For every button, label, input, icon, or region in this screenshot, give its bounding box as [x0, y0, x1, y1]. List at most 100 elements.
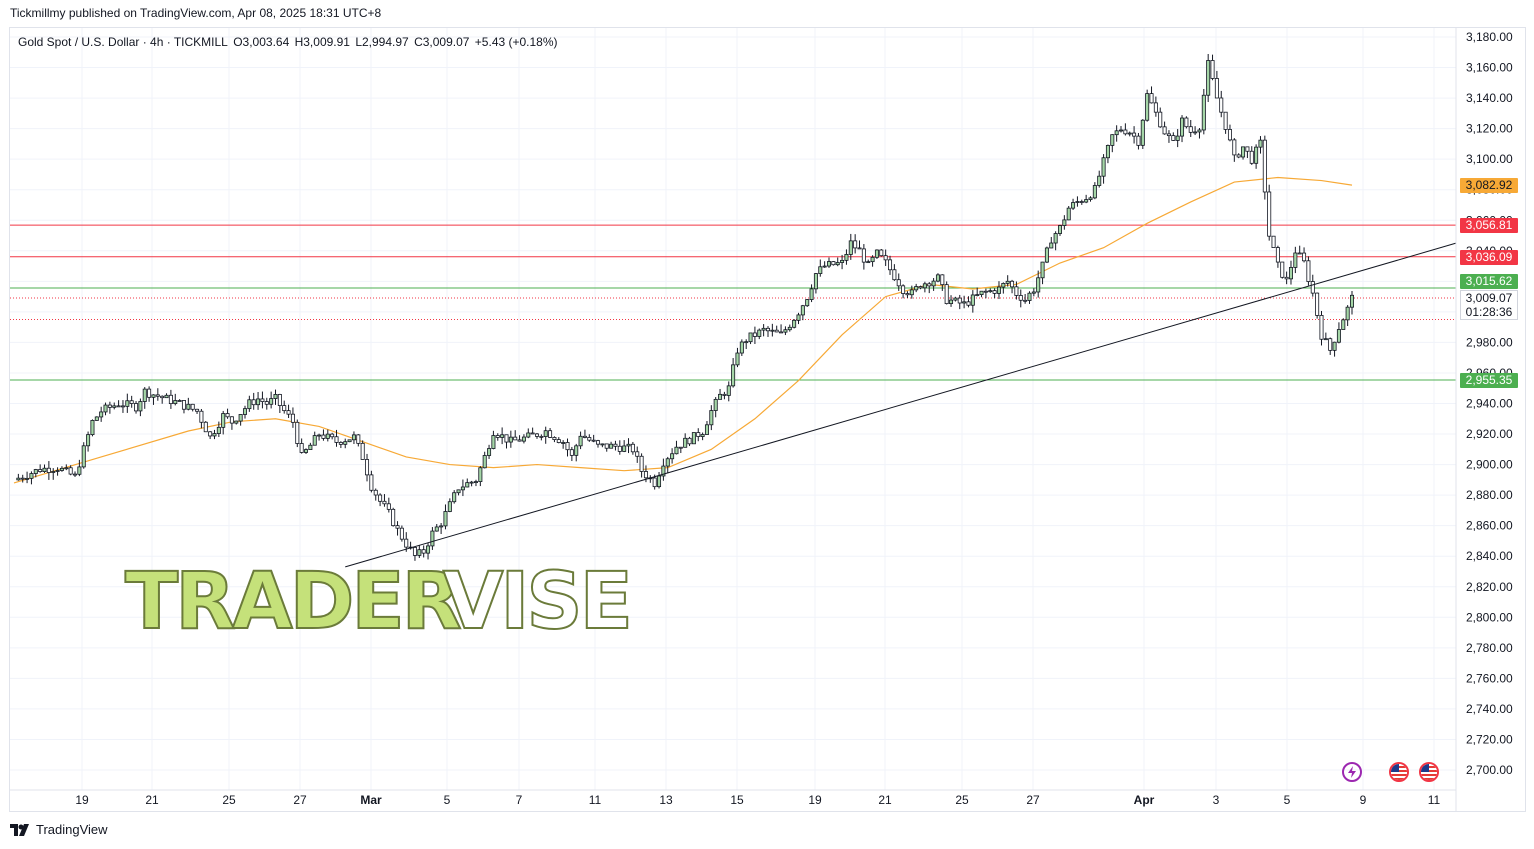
candle[interactable]: [944, 281, 949, 305]
candle[interactable]: [443, 504, 448, 530]
candle[interactable]: [129, 395, 134, 408]
candle[interactable]: [988, 288, 993, 293]
candle[interactable]: [1027, 291, 1032, 304]
candle[interactable]: [774, 325, 779, 333]
candle[interactable]: [373, 488, 378, 501]
candle[interactable]: [513, 430, 518, 441]
candle[interactable]: [242, 405, 247, 419]
candle[interactable]: [382, 494, 387, 507]
candle[interactable]: [216, 421, 221, 437]
candle[interactable]: [29, 471, 34, 485]
candle[interactable]: [1336, 322, 1341, 344]
candle[interactable]: [1005, 275, 1010, 287]
candle[interactable]: [582, 429, 587, 439]
candle[interactable]: [657, 472, 662, 489]
candle[interactable]: [90, 419, 95, 437]
candle[interactable]: [996, 281, 1001, 300]
candle[interactable]: [225, 408, 230, 419]
candle[interactable]: [818, 259, 823, 277]
candle[interactable]: [827, 257, 832, 268]
candle[interactable]: [1145, 89, 1150, 122]
candle[interactable]: [38, 464, 43, 473]
candle[interactable]: [1219, 90, 1224, 118]
candle[interactable]: [421, 545, 426, 558]
candle[interactable]: [739, 339, 744, 356]
candle[interactable]: [1214, 70, 1219, 99]
candle[interactable]: [1175, 129, 1180, 148]
candle[interactable]: [696, 428, 701, 442]
candle[interactable]: [1092, 182, 1097, 200]
candle[interactable]: [792, 319, 797, 329]
candle[interactable]: [1105, 144, 1110, 164]
candle[interactable]: [892, 264, 897, 281]
candle[interactable]: [561, 440, 566, 449]
candle[interactable]: [212, 429, 217, 440]
candle[interactable]: [1053, 231, 1058, 251]
candle[interactable]: [1350, 291, 1355, 315]
candle[interactable]: [1153, 96, 1158, 117]
candle[interactable]: [504, 434, 509, 449]
candle[interactable]: [68, 465, 73, 476]
candle[interactable]: [809, 284, 814, 303]
candle[interactable]: [264, 397, 269, 410]
candle[interactable]: [1031, 288, 1036, 297]
candle[interactable]: [173, 393, 178, 406]
candle[interactable]: [351, 431, 356, 445]
candle[interactable]: [1193, 126, 1198, 136]
candle[interactable]: [1001, 282, 1006, 294]
candle[interactable]: [120, 400, 125, 413]
candle[interactable]: [596, 439, 601, 448]
candle[interactable]: [491, 430, 496, 450]
candle[interactable]: [1071, 198, 1076, 210]
candle[interactable]: [112, 402, 117, 410]
candle[interactable]: [1271, 235, 1276, 248]
candle[interactable]: [687, 436, 692, 447]
candle[interactable]: [931, 278, 936, 291]
candle[interactable]: [953, 296, 958, 302]
candle[interactable]: [1079, 199, 1084, 205]
candle[interactable]: [186, 397, 191, 411]
candle[interactable]: [500, 427, 505, 445]
candle[interactable]: [1136, 132, 1141, 150]
candle[interactable]: [765, 326, 770, 337]
candle[interactable]: [1332, 341, 1337, 357]
candle[interactable]: [495, 433, 500, 441]
candle[interactable]: [905, 291, 910, 299]
candle[interactable]: [55, 467, 60, 476]
candle[interactable]: [1188, 119, 1193, 138]
candle[interactable]: [208, 431, 213, 440]
candle[interactable]: [940, 274, 945, 291]
candle[interactable]: [722, 391, 727, 400]
candle[interactable]: [20, 474, 25, 483]
candle[interactable]: [726, 381, 731, 402]
candle[interactable]: [914, 283, 919, 293]
candle[interactable]: [116, 400, 121, 408]
candle[interactable]: [844, 249, 849, 265]
candle[interactable]: [134, 401, 139, 414]
candle[interactable]: [1014, 281, 1019, 300]
candle[interactable]: [1084, 194, 1089, 204]
candle[interactable]: [1280, 261, 1285, 279]
candle[interactable]: [338, 441, 343, 449]
candle[interactable]: [752, 326, 757, 344]
candle[interactable]: [181, 400, 186, 414]
candle[interactable]: [1275, 245, 1280, 268]
candle[interactable]: [1223, 111, 1228, 134]
candle[interactable]: [1180, 115, 1185, 143]
candle[interactable]: [73, 471, 78, 477]
candle[interactable]: [330, 432, 335, 440]
candle[interactable]: [661, 458, 666, 481]
candle[interactable]: [81, 442, 86, 469]
candle[interactable]: [417, 545, 422, 558]
candle[interactable]: [805, 299, 810, 307]
candle[interactable]: [1302, 247, 1307, 263]
candle[interactable]: [683, 433, 688, 448]
candle[interactable]: [1284, 271, 1289, 285]
candle[interactable]: [1066, 206, 1071, 221]
candle[interactable]: [321, 429, 326, 441]
candle[interactable]: [922, 281, 927, 293]
candle[interactable]: [1036, 270, 1041, 298]
candle[interactable]: [992, 288, 997, 299]
us-flag-icon[interactable]: [1419, 762, 1439, 782]
candle[interactable]: [304, 448, 309, 454]
